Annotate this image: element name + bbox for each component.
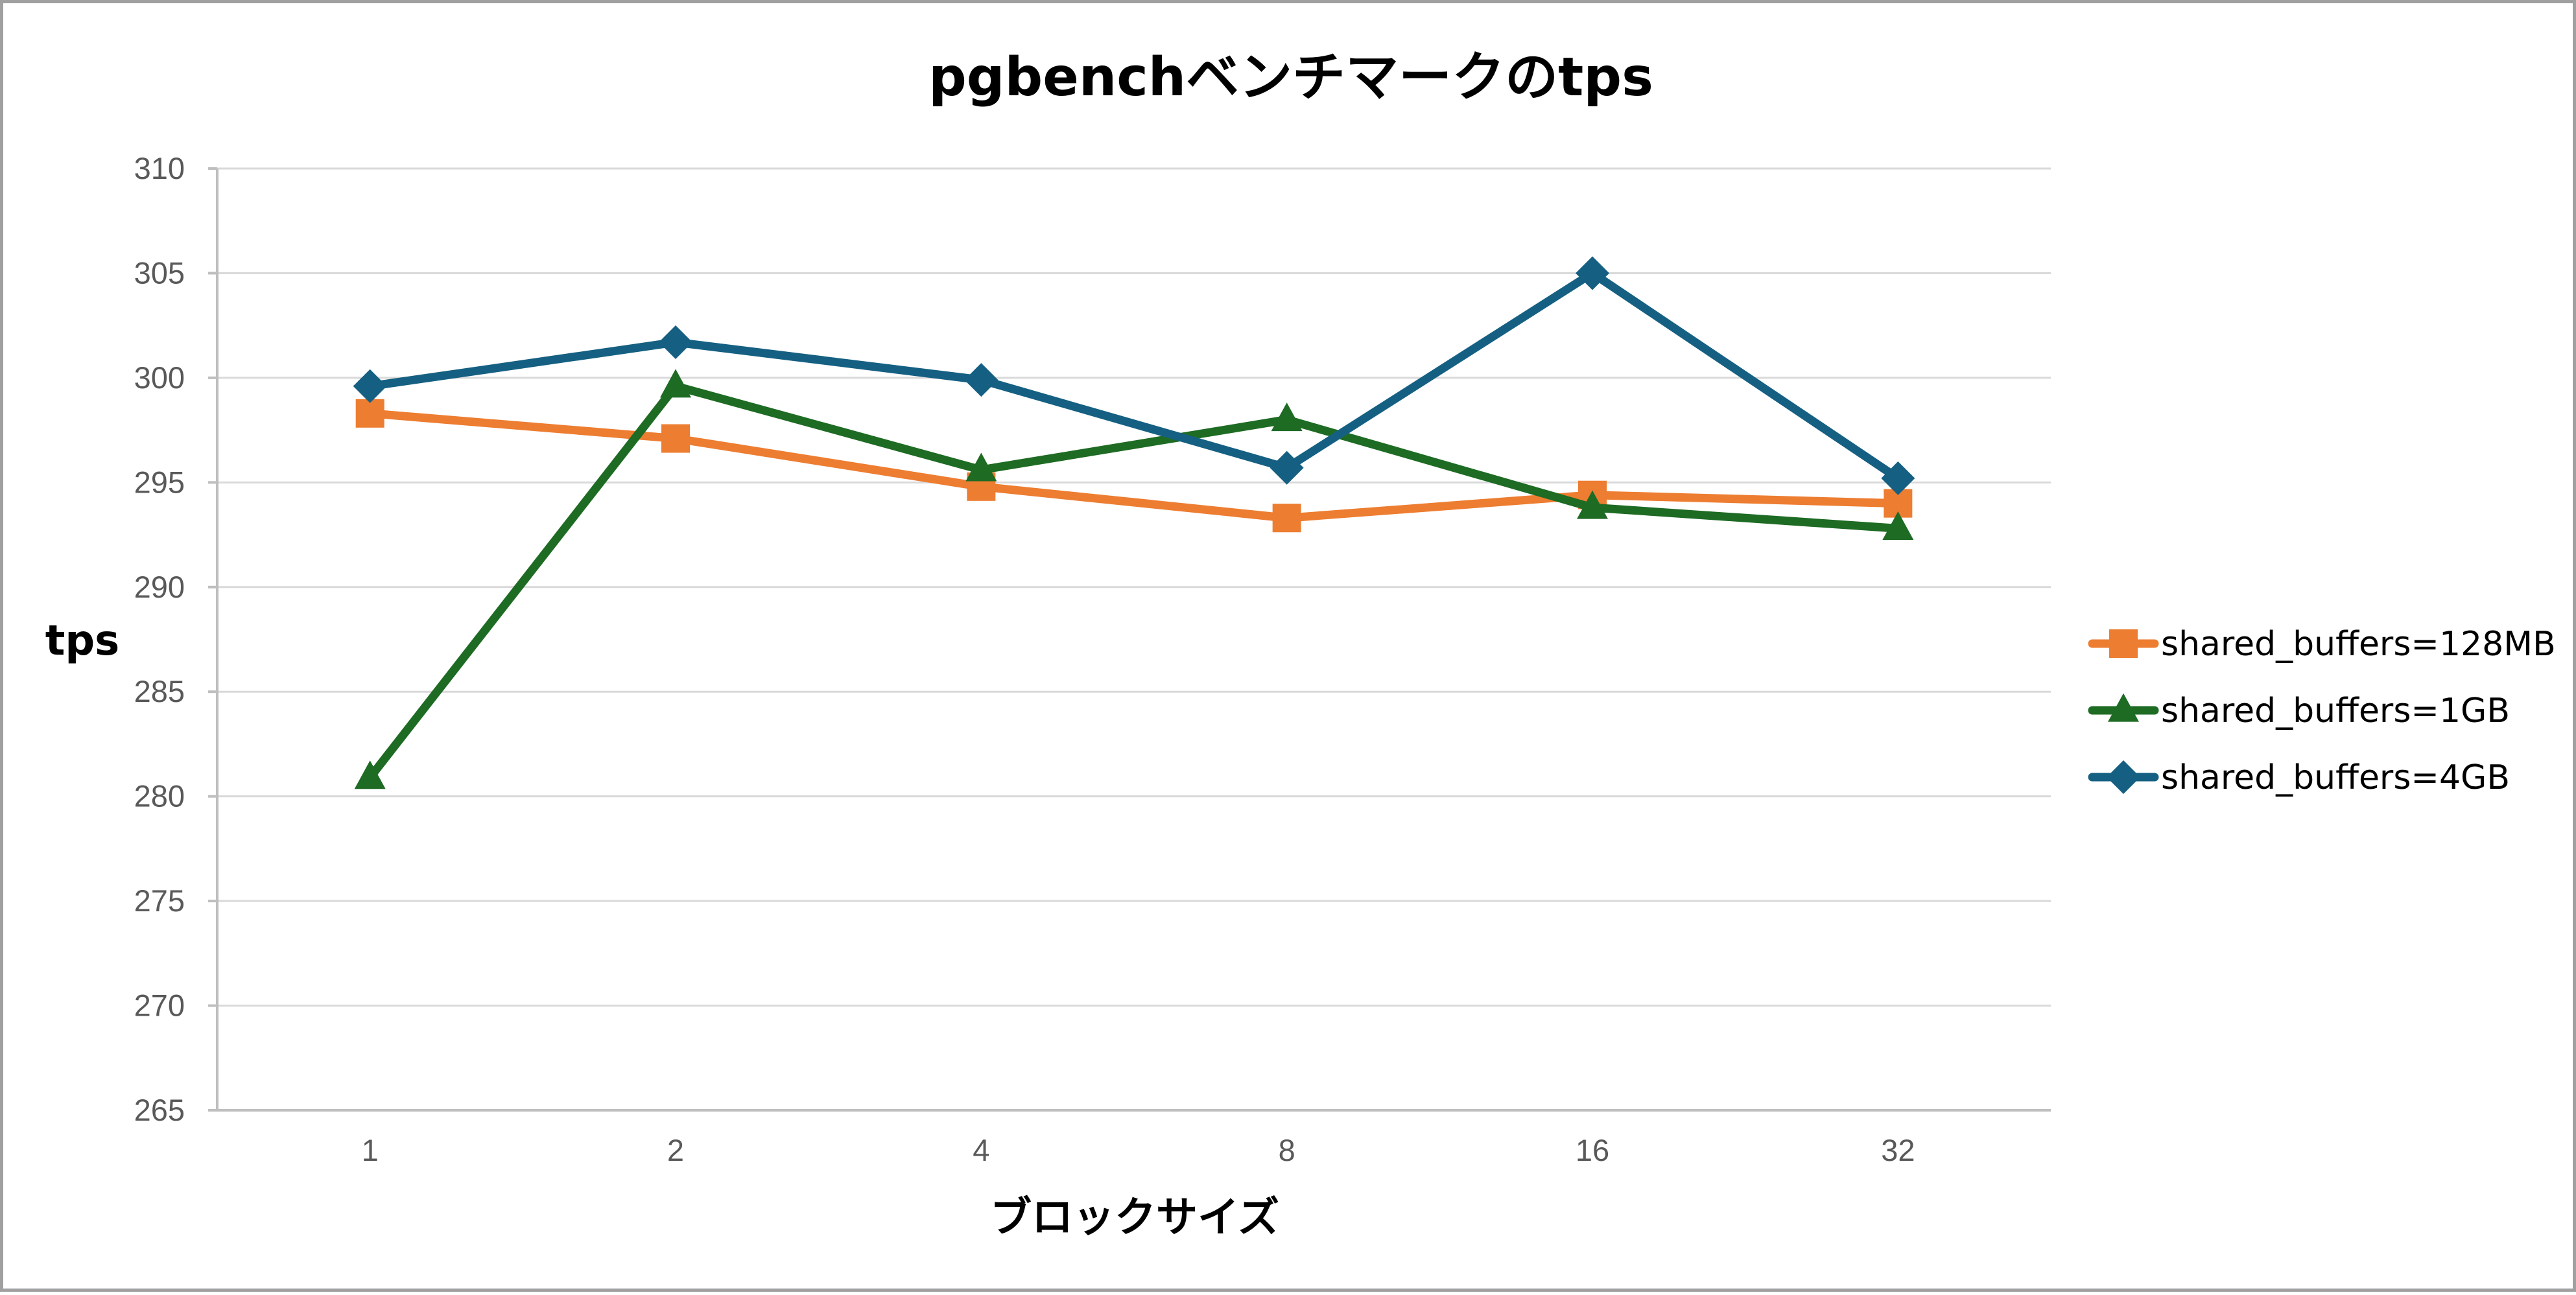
y-tick-label: 285 bbox=[134, 674, 185, 708]
line-chart: 310 305 300 295 290 285 280 275 270 265 1 2 4 8 16 32 s… bbox=[45, 47, 2556, 1242]
y-tick-label: 300 bbox=[134, 360, 185, 395]
legend-item: shared_buffers=1GB bbox=[2088, 692, 2510, 730]
data-point bbox=[1881, 461, 1915, 495]
legend: shared_buffers=128MB shared_buffers=1GBsh… bbox=[2088, 625, 2556, 797]
y-axis-title: tps bbox=[45, 617, 120, 665]
data-point bbox=[355, 399, 384, 428]
data-point bbox=[1272, 504, 1301, 533]
x-tick-label: 8 bbox=[1279, 1133, 1295, 1167]
y-tick-label: 270 bbox=[134, 988, 185, 1023]
data-point bbox=[354, 760, 386, 789]
x-tick-label: 32 bbox=[1881, 1133, 1915, 1167]
y-tick-label: 275 bbox=[134, 883, 185, 918]
legend-label: shared_buffers=128MB bbox=[2161, 625, 2556, 664]
series-layer bbox=[353, 256, 1915, 789]
y-tick-label: 290 bbox=[134, 570, 185, 604]
series-line bbox=[366, 409, 1902, 522]
y-tick-label: 265 bbox=[134, 1093, 185, 1127]
chart-title: pgbenchベンチマークのtps bbox=[928, 47, 1653, 108]
legend-marker bbox=[2108, 693, 2139, 722]
data-point bbox=[659, 325, 692, 359]
legend-marker bbox=[2107, 760, 2140, 794]
data-point bbox=[965, 452, 997, 482]
x-tick-label: 4 bbox=[973, 1133, 989, 1167]
legend-item: shared_buffers=128MB bbox=[2088, 625, 2556, 664]
x-tick-label: 2 bbox=[667, 1133, 684, 1167]
legend-label: shared_buffers=4GB bbox=[2161, 758, 2510, 797]
data-point bbox=[1577, 490, 1608, 519]
grid-layer bbox=[217, 167, 2051, 1007]
x-tick-label: 16 bbox=[1576, 1133, 1609, 1167]
legend-label: shared_buffers=1GB bbox=[2161, 692, 2510, 730]
data-point bbox=[1576, 256, 1609, 290]
data-point bbox=[1270, 450, 1304, 485]
x-tick-label: 1 bbox=[362, 1133, 379, 1167]
data-point bbox=[1882, 511, 1914, 540]
series-3 bbox=[353, 256, 1915, 495]
y-tick-label: 310 bbox=[134, 151, 185, 185]
data-point bbox=[353, 369, 387, 403]
data-point bbox=[1271, 402, 1303, 432]
data-point bbox=[661, 424, 690, 453]
legend-item: shared_buffers=4GB bbox=[2088, 758, 2510, 797]
x-axis-title: ブロックサイズ bbox=[990, 1194, 1279, 1242]
data-point bbox=[660, 369, 691, 398]
axis-layer: 310 305 300 295 290 285 280 275 270 265 1 2 4 8 16 32 bbox=[134, 151, 2051, 1167]
data-point bbox=[964, 363, 998, 397]
y-tick-label: 280 bbox=[134, 779, 185, 813]
y-tick-label: 295 bbox=[134, 465, 185, 499]
legend-marker bbox=[2109, 629, 2138, 658]
series-line bbox=[366, 382, 1902, 782]
series-line bbox=[366, 268, 1902, 483]
y-tick-label: 305 bbox=[134, 255, 185, 290]
series-2 bbox=[354, 369, 1914, 789]
